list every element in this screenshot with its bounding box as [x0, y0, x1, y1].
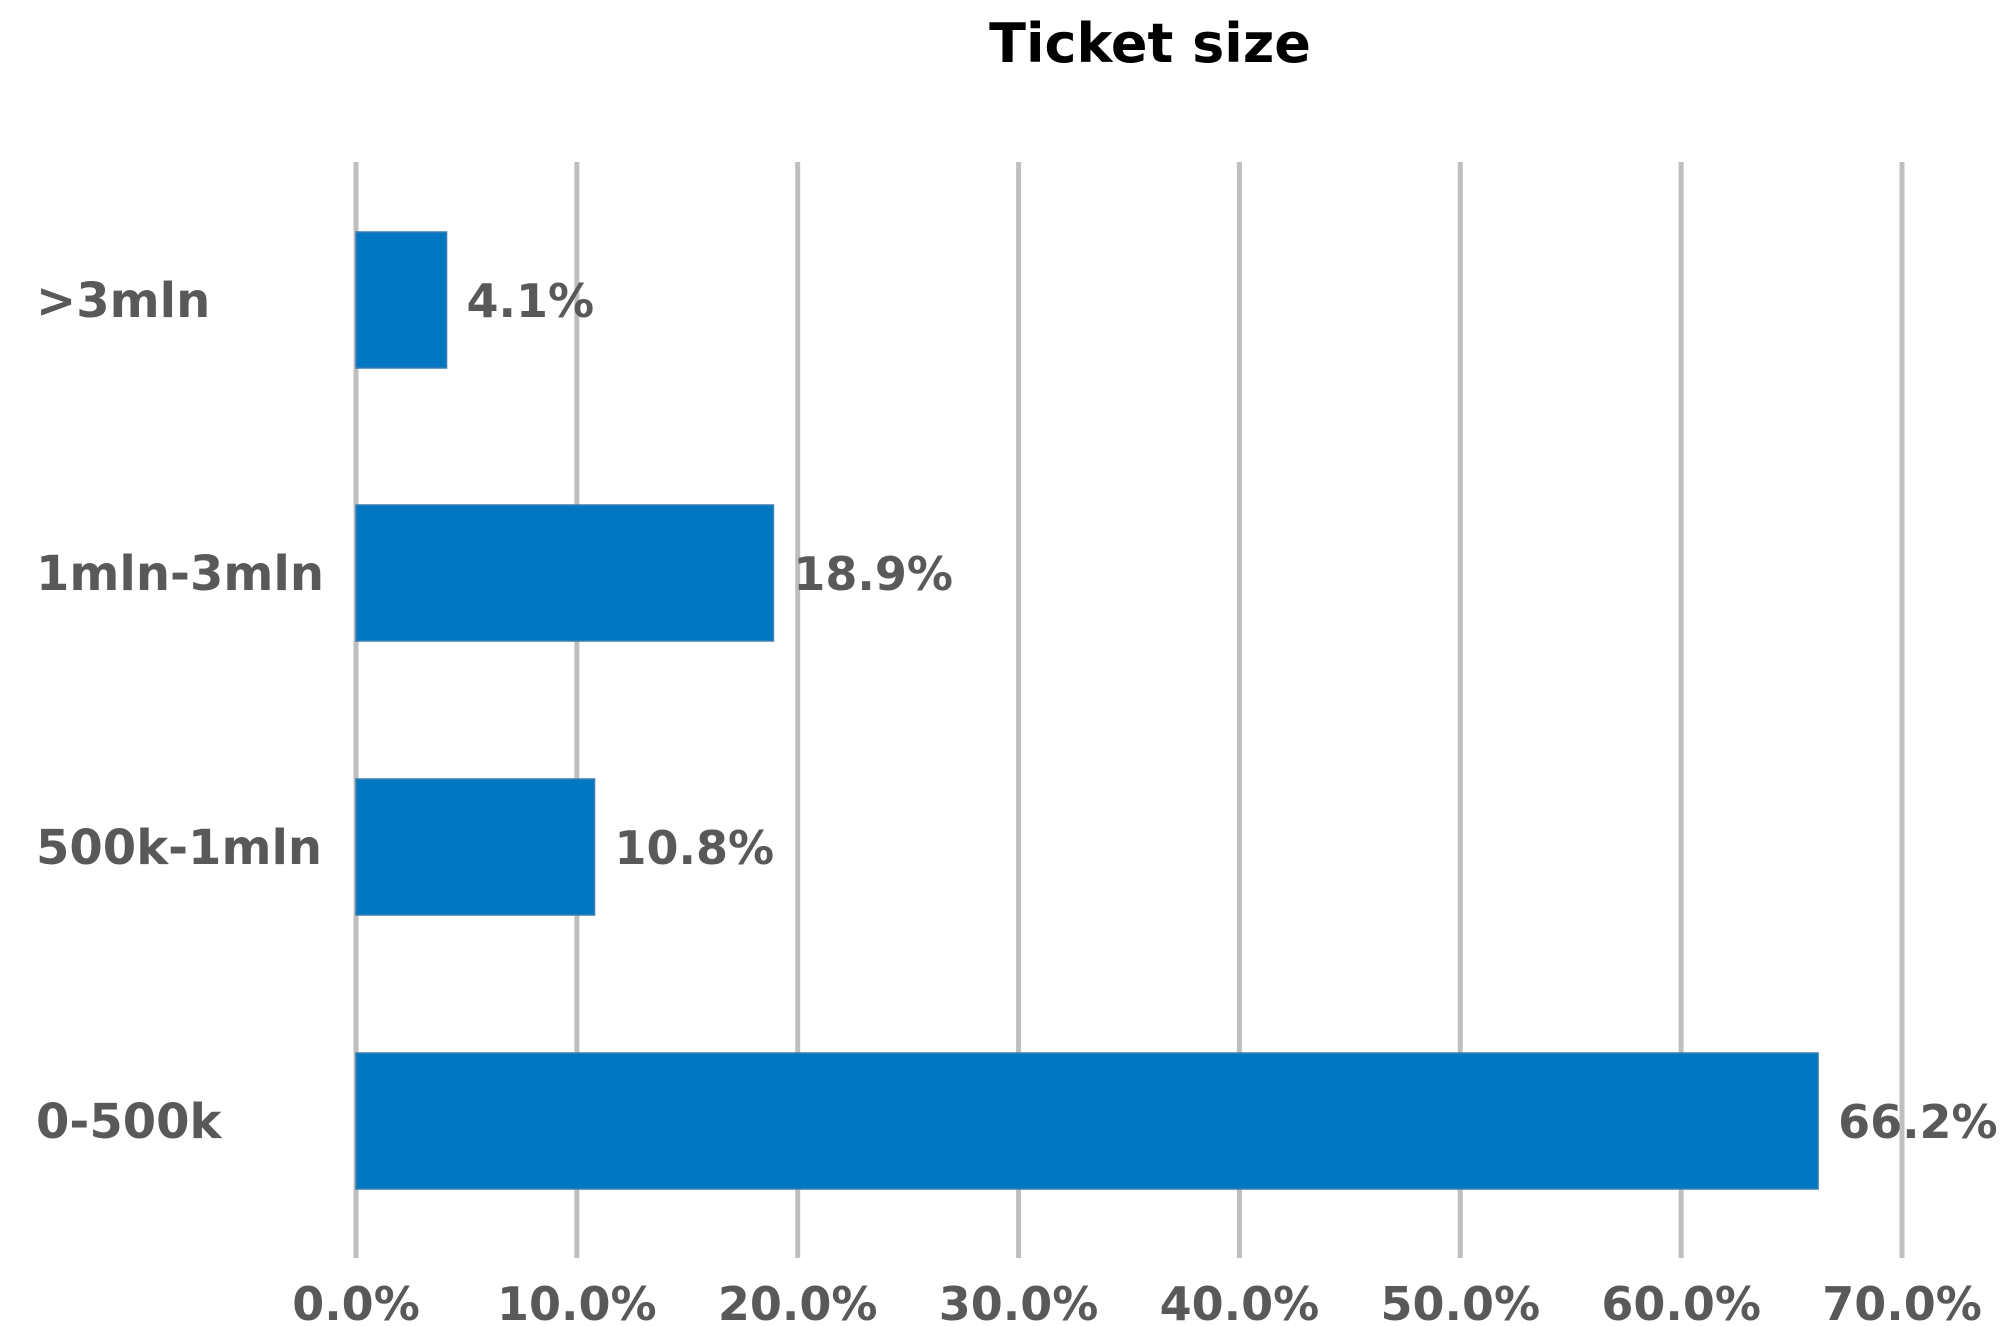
data-label: 10.8%: [615, 821, 775, 875]
chart-title: Ticket size: [989, 12, 1311, 75]
bar: [355, 504, 775, 642]
x-tick-label: 50.0%: [1380, 1277, 1540, 1326]
x-tick-label: 10.0%: [497, 1277, 657, 1326]
category-label: 0-500k: [36, 1094, 223, 1150]
category-label: >3mln: [36, 273, 210, 329]
x-tick-label: 60.0%: [1601, 1277, 1761, 1326]
data-label: 66.2%: [1838, 1095, 1998, 1149]
gridlines: [353, 162, 1905, 1258]
data-label: 18.9%: [793, 547, 953, 601]
x-tick-label: 40.0%: [1160, 1277, 1320, 1326]
data-labels: 4.1% 18.9% 10.8% 66.2%: [467, 274, 1998, 1149]
x-tick-label: 70.0%: [1822, 1277, 1982, 1326]
bars: [355, 231, 1819, 1190]
x-tick-label: 30.0%: [939, 1277, 1099, 1326]
category-labels: >3mln 1mln-3mln 500k-1mln 0-500k: [36, 273, 324, 1150]
x-tick-label: 20.0%: [718, 1277, 878, 1326]
bar: [355, 778, 596, 916]
category-label: 1mln-3mln: [36, 546, 324, 602]
category-label: 500k-1mln: [36, 820, 322, 876]
data-label: 4.1%: [467, 274, 595, 328]
bar: [355, 231, 448, 369]
x-axis-tick-labels: 0.0% 10.0% 20.0% 30.0% 40.0% 50.0% 60.0% 70.0%: [292, 1277, 1982, 1326]
x-tick-label: 0.0%: [292, 1277, 420, 1326]
bar: [355, 1052, 1819, 1190]
